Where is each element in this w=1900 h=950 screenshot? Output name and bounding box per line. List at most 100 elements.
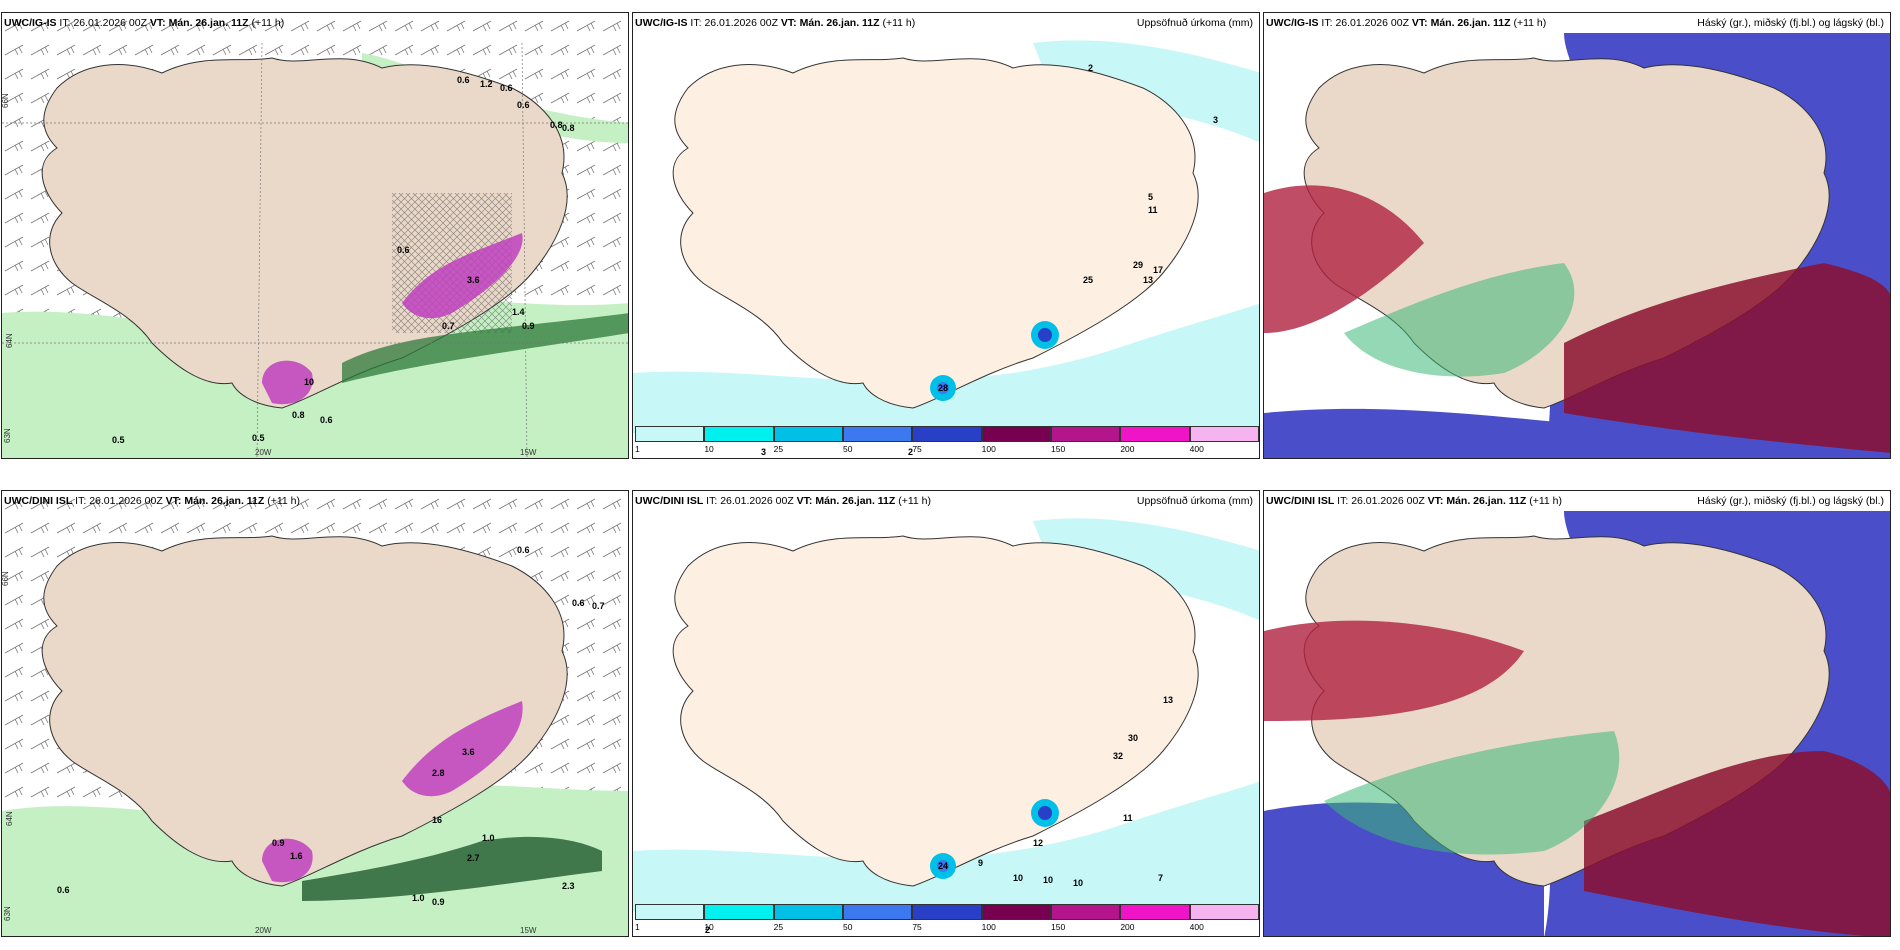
wind-label: 0.6 [397, 245, 410, 255]
svg-text:2.7: 2.7 [467, 853, 480, 863]
svg-text:63N: 63N [3, 906, 12, 921]
precip-panel-top: UWC/IG-IS IT: 26.01.2026 00Z VT: Mán. 26… [632, 12, 1260, 459]
svg-text:0.6: 0.6 [57, 885, 70, 895]
precip-value: 17 [1153, 265, 1163, 275]
lat-label: 63N [3, 428, 12, 443]
colorbar-swatch [843, 426, 913, 442]
svg-text:12: 12 [1033, 838, 1043, 848]
lat-label: 66N [2, 93, 10, 108]
cloud-map [1264, 491, 1890, 936]
panel-header: UWC/IG-IS IT: 26.01.2026 00Z VT: Mán. 26… [1266, 17, 1884, 29]
wind-label: 0.8 [550, 120, 563, 130]
svg-text:13: 13 [1163, 695, 1173, 705]
colorbar-swatch [843, 904, 913, 920]
wind-label: 0.6 [457, 75, 470, 85]
colorbar-swatch [912, 904, 982, 920]
svg-text:66N: 66N [2, 571, 10, 586]
precip-value: 5 [1148, 192, 1153, 202]
colorbar-tick: 50 [843, 922, 853, 932]
panel-header: UWC/IG-IS IT: 26.01.2026 00Z VT: Mán. 26… [635, 17, 1253, 29]
colorbar-tick: 10 [704, 922, 714, 932]
precip-value: 2 [1088, 63, 1093, 73]
iceland-outline [672, 535, 1199, 887]
panel-header: UWC/IG-IS IT: 26.01.2026 00Z VT: Mán. 26… [4, 17, 285, 29]
svg-text:2.3: 2.3 [562, 881, 575, 891]
colorbar-swatch [912, 426, 982, 442]
colorbar-tick: 150 [1051, 444, 1066, 454]
wind-panel-top: UWC/IG-IS IT: 26.01.2026 00Z VT: Mán. 26… [1, 12, 629, 459]
precip-value: 25 [1083, 275, 1093, 285]
colorbar-tick: 75 [912, 922, 922, 932]
panel-title: Háský (gr.), miðský (fj.bl.) og lágský (… [1697, 495, 1884, 507]
cloud-panel-top: UWC/IG-IS IT: 26.01.2026 00Z VT: Mán. 26… [1263, 12, 1891, 459]
model-name: UWC/IG-IS [4, 17, 57, 29]
precip-value: 3 [1213, 115, 1218, 125]
svg-text:0.9: 0.9 [272, 838, 285, 848]
wind-label: 0.5 [112, 435, 125, 445]
precip-value: 13 [1143, 275, 1153, 285]
precip-value: 2 [908, 447, 913, 457]
colorbar: 1 10 25 50 75 100 150 200 400 [635, 904, 1259, 934]
panel-title: Uppsöfnuð úrkoma (mm) [1136, 495, 1253, 507]
svg-text:11: 11 [1123, 813, 1133, 823]
colorbar-tick: 1 [635, 922, 640, 932]
precip-map: 24 30 32 13 11 12 9 10 10 10 7 2 [633, 491, 1259, 936]
colorbar-swatch [1051, 426, 1121, 442]
colorbar-tick: 25 [773, 444, 784, 454]
lon-label: 20W [255, 448, 272, 457]
svg-text:1.0: 1.0 [412, 893, 425, 903]
svg-text:1.0: 1.0 [482, 833, 495, 843]
precip-value: 3 [761, 447, 766, 457]
svg-text:7: 7 [1158, 873, 1163, 883]
svg-text:20W: 20W [255, 926, 272, 935]
svg-text:2.8: 2.8 [432, 768, 445, 778]
colorbar-swatch [704, 426, 774, 442]
colorbar-swatch [981, 426, 1051, 442]
precip-value: 28 [938, 383, 948, 393]
wind-label: 0.9 [522, 321, 535, 331]
iceland-outline [672, 57, 1199, 409]
wind-label: 0.8 [292, 410, 305, 420]
colorbar-tick: 25 [773, 922, 784, 932]
wind-label: 0.6 [320, 415, 333, 425]
precip-panel-bottom: UWC/DINI ISL IT: 26.01.2026 00Z VT: Mán.… [632, 490, 1260, 937]
svg-text:32: 32 [1113, 751, 1123, 761]
precip-map: 28 25 29 17 13 11 5 2 3 2 3 [633, 13, 1259, 458]
colorbar-tick: 150 [1051, 922, 1066, 932]
wind-label: 10 [304, 377, 314, 387]
colorbar-tick: 200 [1120, 922, 1135, 932]
svg-text:24: 24 [938, 861, 948, 871]
colorbar-tick: 1 [635, 444, 640, 454]
colorbar-swatch [773, 904, 843, 920]
cloud-map [1264, 13, 1890, 458]
svg-text:16: 16 [432, 815, 442, 825]
colorbar-swatch [981, 904, 1051, 920]
colorbar-tick: 50 [843, 444, 853, 454]
svg-text:0.6: 0.6 [517, 545, 530, 555]
colorbar-swatch [635, 426, 705, 442]
iceland-outline [41, 535, 568, 887]
wind-label: 0.6 [500, 83, 513, 93]
wind-label: 1.2 [480, 79, 493, 89]
svg-text:9: 9 [978, 858, 983, 868]
panel-title: Uppsöfnuð úrkoma (mm) [1136, 17, 1253, 29]
svg-text:15W: 15W [520, 926, 537, 935]
wind-label: 0.6 [517, 100, 530, 110]
colorbar-swatch [704, 904, 774, 920]
wind-panel-bottom: UWC/DINI ISL IT: 26.01.2026 00Z VT: Mán.… [1, 490, 629, 937]
colorbar-swatch [1120, 904, 1190, 920]
colorbar-tick: 100 [981, 922, 996, 932]
svg-text:64N: 64N [5, 811, 14, 826]
panel-header: UWC/DINI ISL IT: 26.01.2026 00Z VT: Mán.… [1266, 495, 1884, 507]
svg-text:10: 10 [1013, 873, 1023, 883]
colorbar: 1 10 25 50 75 100 150 200 400 [635, 426, 1259, 456]
wind-label: 1.4 [512, 307, 525, 317]
lat-label: 64N [5, 333, 14, 348]
colorbar-tick: 10 [704, 444, 714, 454]
colorbar-swatch [773, 426, 843, 442]
colorbar-tick: 400 [1189, 444, 1204, 454]
svg-text:3.6: 3.6 [462, 747, 475, 757]
panel-header: UWC/DINI ISL IT: 26.01.2026 00Z VT: Mán.… [635, 495, 1253, 507]
cloud-panel-bottom: UWC/DINI ISL IT: 26.01.2026 00Z VT: Mán.… [1263, 490, 1891, 937]
colorbar-swatch [1189, 904, 1259, 920]
